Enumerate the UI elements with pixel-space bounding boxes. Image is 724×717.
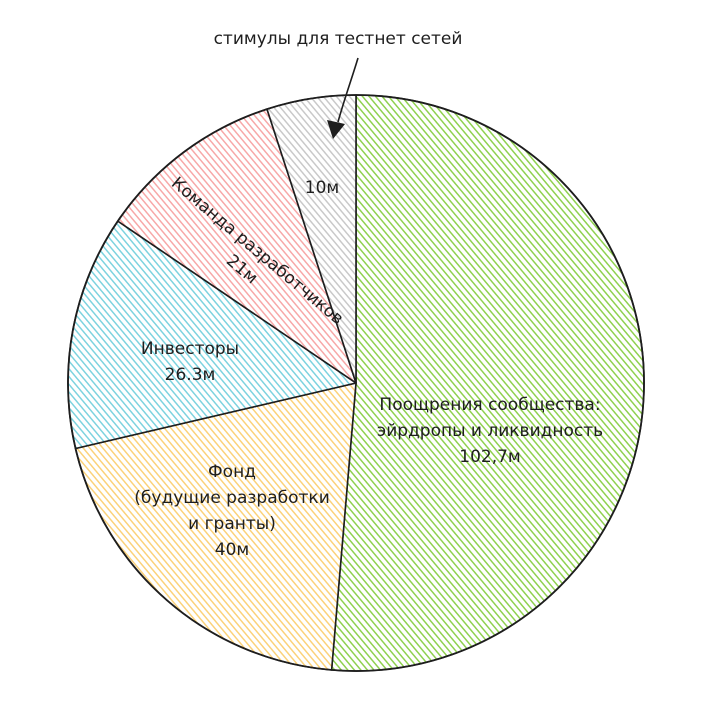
slice-label-line: Инвесторы [141,339,239,359]
slice-label-fund: Фонд (будущие разработки и гранты) 40м [134,462,329,560]
annotation-text: стимулы для тестнет сетей [214,29,463,49]
annotation: стимулы для тестнет сетей [214,29,463,139]
slice-label-line: 102,7м [459,447,521,467]
annotation-arrow-line [337,57,359,123]
slice-label-line: 40м [215,540,249,560]
slice-label-line: 26.3м [165,365,216,385]
slice-label-line: и гранты) [188,514,276,534]
slice-label-line: эйрдропы и ликвидность [377,421,603,441]
slice-label-line: 10м [305,178,339,198]
slice-community [330,94,645,672]
slice-label-line: Поощрения сообщества: [379,395,600,415]
pie-slices [67,94,645,672]
slice-label-testnet: 10м [305,178,339,198]
slice-label-line: (будущие разработки [134,488,329,508]
annotation-arrow-head [327,120,345,139]
slice-label-investors: Инвесторы 26.3м [141,339,239,385]
pie-outline [67,94,645,672]
slice-label-line: Фонд [208,462,256,482]
slice-label-community: Поощрения сообщества: эйрдропы и ликвидно… [377,395,603,467]
